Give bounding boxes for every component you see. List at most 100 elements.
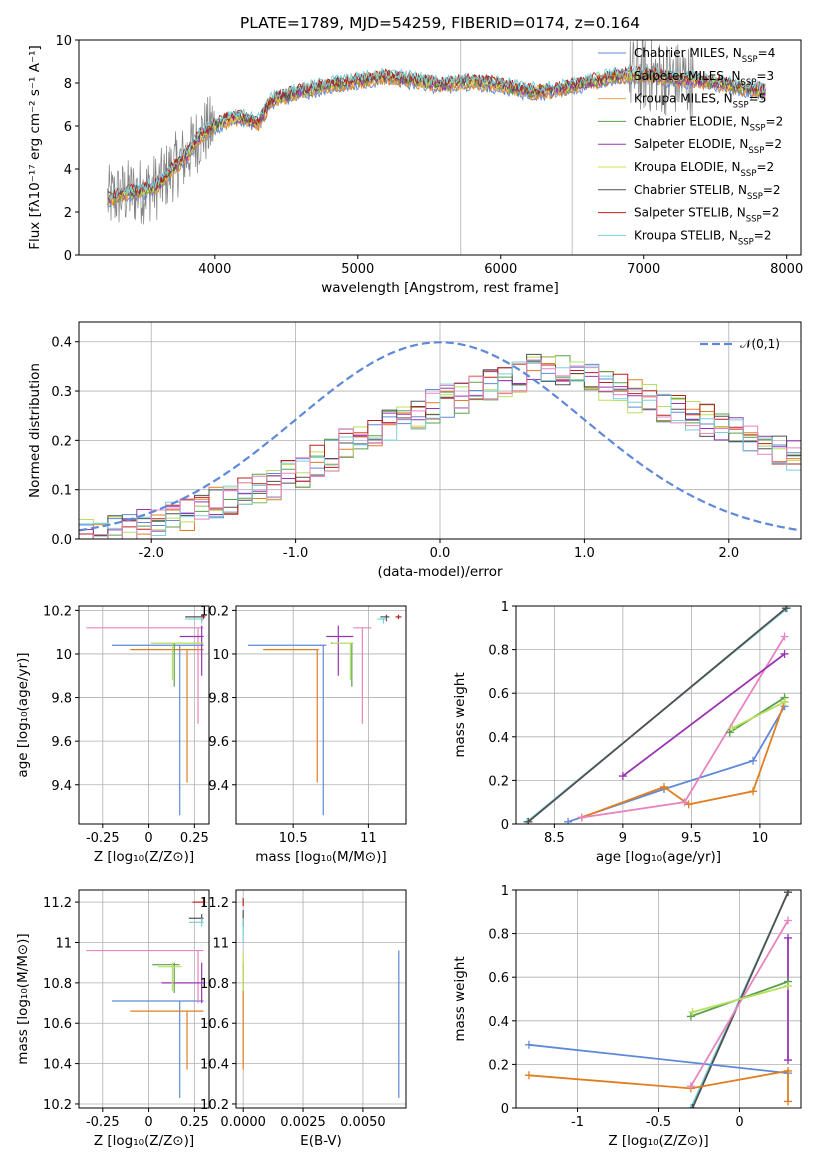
axes-box [235,605,407,825]
legend: 𝒩(0,1) [700,337,780,351]
y-tick-label: 11.2 [200,896,229,911]
x-tick-label: 10 [752,831,769,846]
axes-frame: -1 -0.5 0 0 0.2 0.4 0.6 0.8 1 Z [log₁₀(Z/Z⊙)] mass… [452,884,802,1149]
y-tick-label: 0 [64,249,72,264]
y-tick-label: 10 [212,648,229,663]
x-tick-label: 5000 [341,262,374,277]
y-axis-label: mass [log₁₀(M/M⊙)] [15,933,31,1064]
data-point [680,798,689,807]
x-tick-label: -0.25 [86,831,120,846]
axes-frame: 0.0000 0.0025 0.0050 10.2 10.4 10.6 10.8 11 11.2… [200,889,407,1149]
y-tick-label: 0.8 [488,928,509,943]
y-tick-label: 0.6 [488,687,509,702]
y-tick-label: 0.2 [51,434,72,449]
y-tick-label: 10.6 [43,1017,72,1032]
histogram-8 [79,359,801,539]
y-tick-label: 0 [501,818,509,833]
y-tick-label: 0.6 [488,971,509,986]
plot-area [248,614,402,816]
point-pink [86,627,204,724]
data-point [686,1082,695,1091]
axes-frame: -0.25 0 0.25 10.2 10.4 10.6 10.8 11 11.2 Z [log₁₀… [15,889,210,1149]
data-point [780,697,789,706]
chart-weight-vs-age: 8.5 9 9.5 10 0 0.2 0.4 0.6 0.8 1 age [log₁₀(age/yr… [452,600,802,865]
x-tick-label: 0 [144,1115,152,1130]
series-7 [728,697,789,733]
legend-label: 𝒩(0,1) [740,337,780,351]
x-tick-label: 2.0 [718,546,739,561]
series-line [528,1043,789,1074]
y-tick-label: 0.8 [488,644,509,659]
y-tick-label: 0.4 [51,336,72,351]
data-point [577,813,586,822]
series-line [567,705,786,823]
series-line [732,701,786,729]
y-tick-label: 0.0 [51,533,72,548]
x-tick-label: -1.0 [283,546,308,561]
data-point [524,1040,533,1049]
data-point [564,817,573,824]
point-lime [150,642,204,681]
y-tick-label: 9.8 [208,692,229,707]
x-tick-label: 8000 [770,262,803,277]
data-point [780,649,789,658]
y-tick-label: 10 [55,648,72,663]
data-point [781,606,790,613]
model-chabrier-stelib [107,66,766,200]
point-salpeter-stelib [201,614,206,620]
y-tick-label: 1 [501,600,509,615]
x-tick-label: 0.25 [180,1115,209,1130]
y-tick-label: 6 [64,120,72,135]
legend-label: Salpeter STELIB, NSSP=2 [634,206,779,225]
series-4 [577,632,789,822]
series-line [691,891,789,1108]
point-salpeter-stelib [192,898,206,907]
x-tick-label: 8.5 [544,831,565,846]
x-tick-label: 6000 [484,262,517,277]
y-tick-label: 10 [55,34,72,49]
x-axis-label: Z [log₁₀(Z/Z⊙)] [608,1133,708,1149]
plot-area [107,40,766,255]
chart-spectrum: 4000 5000 6000 7000 8000 0 2 4 6 8 10 wavelength [A… [27,34,803,296]
data-point [784,1097,793,1106]
x-tick-label: -2.0 [139,546,164,561]
data-point [784,1056,793,1065]
axes-frame: -2.0 -1.0 0.0 1.0 2.0 0.0 0.1 0.2 0.3 0.4 (data-mo… [27,321,802,580]
series-4 [686,916,793,1091]
point-chabrier-elodie [152,962,180,993]
y-tick-label: 11 [55,936,72,951]
plot-area [524,890,793,1108]
point-salpeter-miles [263,648,319,783]
data-point [784,916,793,925]
data-point [749,787,758,796]
data-point [686,1104,695,1108]
point-pink [86,949,204,1004]
y-tick-label: 0.4 [488,1015,509,1030]
data-point [728,724,737,733]
y-tick-label: 0.2 [488,774,509,789]
plot-area [242,898,400,1098]
axes-box [78,889,210,1109]
chart-mass-vs-EBV: 0.0000 0.0025 0.0050 10.2 10.4 10.6 10.8 11 11.2… [200,889,407,1149]
series-line [527,607,787,823]
y-tick-label: 4 [64,163,72,178]
x-tick-label: 11 [360,831,377,846]
chart-age-vs-Z: -0.25 0 0.25 9.4 9.6 9.8 10 10.2 Z [log₁₀(Z/Z⊙)]… [15,604,210,865]
data-point [659,782,668,791]
y-axis-label: mass weight [452,672,468,757]
series-5 [618,649,789,781]
data-point [524,817,533,824]
y-tick-label: 10.8 [200,977,229,992]
point-salpeter-elodie [179,625,204,676]
legend-label: Salpeter ELODIE, NSSP=2 [634,137,782,156]
point-kroupa-stelib [377,616,387,624]
y-axis-label: Flux [fλ10⁻¹⁷ erg cm⁻² s⁻¹ A⁻¹] [27,45,43,250]
point-salpeter-elodie [326,625,354,676]
point-chabrier-miles [111,644,204,816]
data-point [618,772,627,781]
data-point [524,1071,533,1080]
axes-frame: -0.25 0 0.25 9.4 9.6 9.8 10 10.2 Z [log₁₀(Z/Z⊙)]… [15,604,210,865]
point-salpeter-stelib [395,614,402,620]
y-axis-label: Normed distribution [27,363,43,498]
